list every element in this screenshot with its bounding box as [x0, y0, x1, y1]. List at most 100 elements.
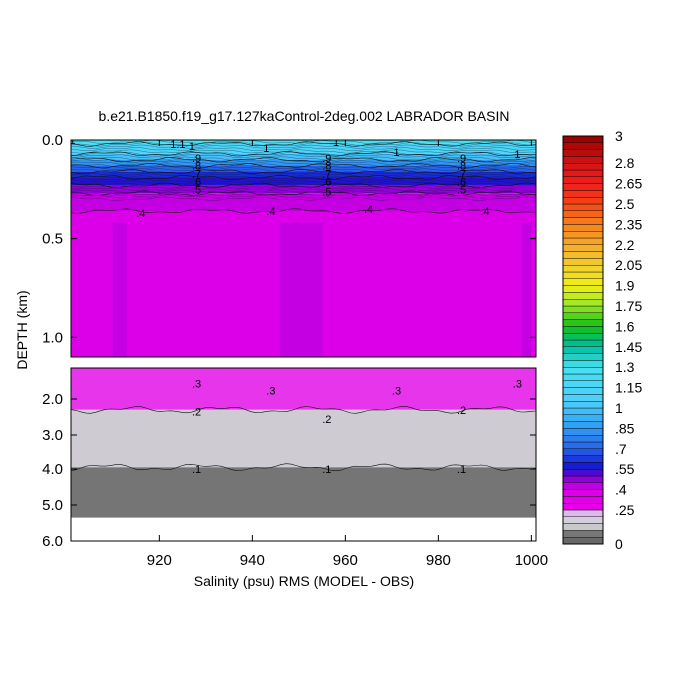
- colorbar-swatch: [562, 455, 604, 463]
- contour-line: [71, 151, 536, 157]
- contour-label: .5: [192, 184, 201, 196]
- colorbar-swatch: [562, 162, 604, 171]
- colorbar-label: 1.6: [615, 318, 635, 334]
- contour-line: [71, 173, 536, 178]
- contour-line: [71, 184, 536, 189]
- contour-label: .6: [192, 176, 201, 188]
- colorbar-swatch: [562, 224, 604, 232]
- contour-label: .8: [192, 161, 201, 173]
- x-tick-label: 940: [240, 552, 265, 569]
- colorbar-swatch: [562, 183, 604, 191]
- contour-label: .1: [192, 464, 201, 476]
- colorbar-swatch: [562, 516, 604, 524]
- colorbar-swatch: [562, 509, 604, 518]
- y-tick-label: 0.5: [42, 231, 63, 248]
- colorbar-label: 1.3: [615, 359, 635, 375]
- colorbar-swatch: [562, 441, 604, 450]
- x-tick-label: 960: [333, 552, 358, 569]
- contour-label: .7: [457, 169, 466, 181]
- contour-line: [71, 180, 536, 185]
- colorbar-swatch: [562, 210, 604, 218]
- colorbar-swatch: [562, 448, 604, 456]
- colorbar-swatch: [562, 346, 604, 354]
- chart-title: b.e21.B1850.f19_g17.127kaControl-2deg.00…: [99, 108, 510, 124]
- colorbar-label: 1.45: [615, 339, 642, 355]
- depth-layer-upper-3: [71, 159, 536, 166]
- contour-line: [71, 168, 536, 175]
- colorbar-swatch: [562, 475, 604, 484]
- contour-line: [71, 163, 536, 168]
- contour-label: .7: [192, 169, 201, 181]
- colorbar-swatch: [562, 292, 604, 300]
- colorbar-swatch: [562, 421, 604, 429]
- colorbar-swatch: [562, 380, 604, 388]
- colorbar-label: 2.2: [615, 237, 635, 253]
- deep-plume-1: [280, 222, 323, 357]
- y-axis-title: DEPTH (km): [14, 290, 30, 369]
- contour-label: .4: [136, 208, 145, 220]
- y-tick-label: 6.0: [42, 533, 63, 550]
- colorbar-swatch: [562, 373, 604, 382]
- depth-layer-lower-1: [71, 409, 536, 468]
- contour-line: [71, 149, 536, 154]
- colorbar-swatch: [562, 353, 604, 361]
- colorbar-swatch: [562, 305, 604, 314]
- contour-line: [71, 140, 536, 145]
- deep-plume-0: [112, 222, 127, 357]
- colorbar-swatch: [562, 278, 604, 286]
- colorbar-swatch: [562, 407, 604, 416]
- colorbar-swatch: [562, 312, 604, 320]
- contour-label: .3: [392, 385, 401, 397]
- y-tick-label: 4.0: [42, 461, 63, 478]
- contour-label: .1: [66, 135, 75, 147]
- colorbar-swatch: [562, 285, 604, 293]
- contour-line: [71, 154, 536, 159]
- colorbar-label: .25: [615, 502, 635, 518]
- depth-layer-lower-0: [71, 368, 536, 410]
- colorbar-swatch: [562, 190, 604, 198]
- colorbar-label: 2.8: [615, 155, 635, 171]
- colorbar-swatch: [562, 156, 604, 164]
- y-tick-label: 3.0: [42, 427, 63, 444]
- contour-line: [71, 158, 536, 163]
- contour-line: [71, 170, 536, 175]
- contour-line: [71, 162, 536, 169]
- x-axis-title: Salinity (psu) RMS (MODEL - OBS): [194, 573, 414, 589]
- contour-label: .6: [322, 176, 331, 188]
- colorbar-swatch: [562, 237, 604, 246]
- contour-label: .3: [192, 379, 201, 391]
- deep-plume-2: [522, 222, 532, 357]
- colorbar-swatch: [562, 428, 604, 436]
- depth-layer-upper-8: [71, 193, 536, 212]
- colorbar-label: 2.65: [615, 176, 642, 192]
- depth-layer-upper-2: [71, 153, 536, 160]
- contour-label: .8: [322, 161, 331, 173]
- colorbar-swatch: [562, 339, 604, 348]
- x-tick-label: 1000: [515, 552, 548, 569]
- colorbar-swatch: [562, 489, 604, 497]
- contour-label: 1: [514, 149, 520, 161]
- depth-layer-upper-1: [71, 143, 536, 154]
- contour-label: .1: [457, 464, 466, 476]
- x-tick-label: 980: [426, 552, 451, 569]
- colorbar-swatch: [562, 523, 604, 531]
- colorbar-label: 2.05: [615, 257, 642, 273]
- contour-line: [71, 151, 536, 156]
- upper-depth-panel: .1 1.1 1 1 11 1.9.9.9.8.8.8.7.7.7.6.6.6.5.5.5…: [42, 132, 537, 358]
- contour-line: [71, 189, 536, 194]
- colorbar-label: .85: [615, 420, 635, 436]
- colorbar-label: 0: [615, 536, 623, 552]
- colorbar-swatch: [562, 469, 604, 477]
- colorbar-swatch: [562, 251, 604, 259]
- colorbar-swatch: [562, 326, 604, 334]
- colorbar-label: .4: [615, 482, 627, 498]
- depth-layer-lower-2: [71, 467, 536, 518]
- colorbar-swatch: [562, 244, 604, 252]
- contour-line: [71, 142, 536, 147]
- contour-label: .2: [457, 405, 466, 417]
- colorbar-swatch: [562, 462, 604, 470]
- contour-label: .7: [322, 169, 331, 181]
- y-tick-label: 1.0: [42, 329, 63, 346]
- y-tick-label: 5.0: [42, 497, 63, 514]
